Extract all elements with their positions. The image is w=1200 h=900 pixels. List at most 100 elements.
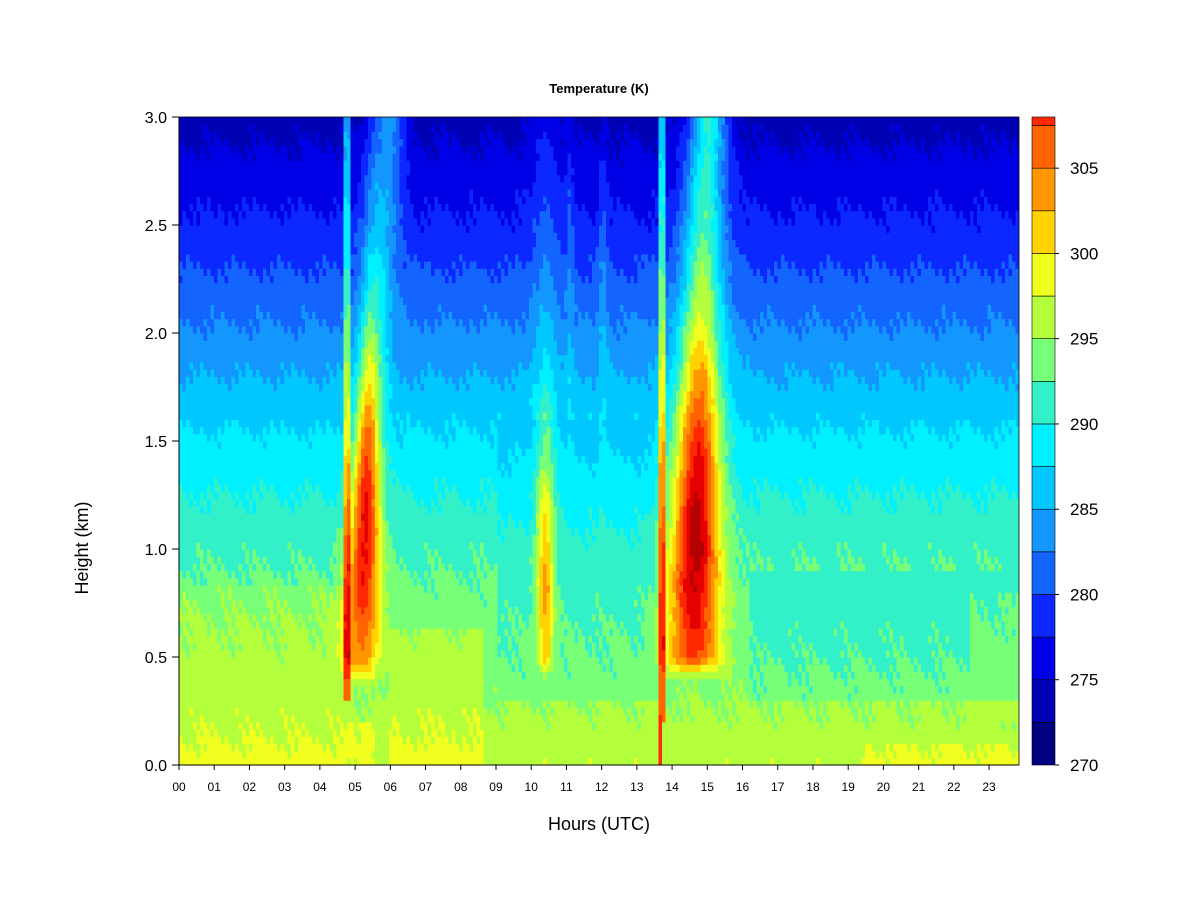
heatmap-cell — [270, 181, 275, 190]
heatmap-cell — [340, 743, 345, 752]
heatmap-cell — [270, 145, 275, 154]
heatmap-cell — [280, 448, 285, 456]
heatmap-cell — [196, 261, 201, 269]
heatmap-cell — [186, 628, 191, 636]
heatmap-cell — [347, 383, 352, 392]
heatmap-cell — [329, 671, 334, 680]
heatmap-cell — [214, 513, 219, 521]
heatmap-cell — [179, 376, 184, 384]
heatmap-cell — [235, 304, 240, 312]
heatmap-cell — [368, 405, 373, 413]
heatmap-cell — [242, 757, 247, 765]
heatmap-cell — [368, 469, 373, 478]
heatmap-cell — [193, 246, 198, 255]
heatmap-cell — [298, 131, 303, 140]
heatmap-cell — [343, 743, 348, 752]
heatmap-cell — [301, 426, 306, 435]
heatmap-cell — [364, 333, 369, 341]
heatmap-cell — [221, 253, 226, 262]
heatmap-cell — [312, 520, 317, 528]
heatmap-cell — [350, 369, 355, 377]
heatmap-cell — [249, 570, 254, 579]
heatmap-cell — [326, 671, 331, 680]
heatmap-cell — [371, 556, 376, 564]
heatmap-cell — [224, 433, 229, 442]
heatmap-cell — [326, 426, 331, 435]
heatmap-cell — [368, 721, 373, 730]
heatmap-cell — [270, 628, 275, 636]
heatmap-cell — [196, 693, 201, 701]
heatmap-cell — [186, 563, 191, 572]
heatmap-cell — [193, 599, 198, 608]
heatmap-cell — [231, 153, 236, 161]
heatmap-cell — [221, 477, 226, 485]
heatmap-cell — [256, 534, 261, 543]
heatmap-cell — [231, 462, 236, 471]
heatmap-cell — [364, 671, 369, 680]
heatmap-cell — [238, 556, 243, 564]
heatmap-cell — [322, 505, 327, 514]
heatmap-cell — [217, 138, 222, 147]
heatmap-cell — [322, 390, 327, 399]
heatmap-cell — [361, 635, 366, 644]
heatmap-cell — [308, 700, 313, 708]
heatmap-cell — [308, 239, 313, 248]
heatmap-cell — [305, 628, 310, 636]
heatmap-cell — [343, 750, 348, 759]
heatmap-cell — [203, 441, 208, 449]
heatmap-cell — [273, 585, 278, 593]
heatmap-cell — [315, 361, 320, 370]
heatmap-cell — [308, 268, 313, 276]
heatmap-cell — [207, 757, 212, 765]
heatmap-cell — [322, 678, 327, 687]
heatmap-cell — [256, 189, 261, 197]
heatmap-cell — [235, 383, 240, 392]
heatmap-cell — [224, 232, 229, 240]
heatmap-cell — [186, 693, 191, 701]
heatmap-cell — [277, 577, 282, 586]
heatmap-cell — [347, 577, 352, 586]
heatmap-cell — [186, 311, 191, 320]
heatmap-cell — [266, 210, 271, 219]
heatmap-cell — [329, 505, 334, 514]
heatmap-cell — [280, 325, 285, 334]
heatmap-cell — [294, 124, 299, 132]
heatmap-cell — [182, 282, 187, 291]
heatmap-cell — [238, 225, 243, 233]
heatmap-cell — [228, 685, 233, 694]
heatmap-cell — [266, 498, 271, 507]
heatmap-cell — [291, 304, 296, 312]
heatmap-cell — [343, 333, 348, 341]
heatmap-cell — [329, 397, 334, 406]
heatmap-cell — [364, 541, 369, 550]
heatmap-cell — [294, 246, 299, 255]
heatmap-cell — [196, 225, 201, 233]
heatmap-cell — [235, 153, 240, 161]
heatmap-cell — [368, 462, 373, 471]
heatmap-cell — [207, 433, 212, 442]
heatmap-cell — [252, 736, 257, 744]
heatmap-cell — [217, 750, 222, 759]
heatmap-cell — [238, 145, 243, 154]
heatmap-cell — [186, 261, 191, 269]
heatmap-cell — [207, 333, 212, 341]
heatmap-cell — [196, 621, 201, 629]
heatmap-cell — [312, 383, 317, 392]
heatmap-cell — [238, 390, 243, 399]
heatmap-cell — [235, 685, 240, 694]
heatmap-cell — [189, 750, 194, 759]
heatmap-cell — [252, 217, 257, 226]
heatmap-cell — [231, 282, 236, 291]
heatmap-cell — [305, 174, 310, 183]
heatmap-cell — [333, 412, 338, 420]
heatmap-cell — [259, 189, 264, 197]
heatmap-cell — [308, 484, 313, 492]
heatmap-cell — [312, 397, 317, 406]
heatmap-cell — [249, 253, 254, 262]
heatmap-cell — [333, 253, 338, 262]
heatmap-cell — [252, 484, 257, 492]
heatmap-cell — [291, 153, 296, 161]
heatmap-cell — [284, 441, 289, 449]
heatmap-cell — [340, 318, 345, 327]
heatmap-cell — [210, 124, 215, 132]
